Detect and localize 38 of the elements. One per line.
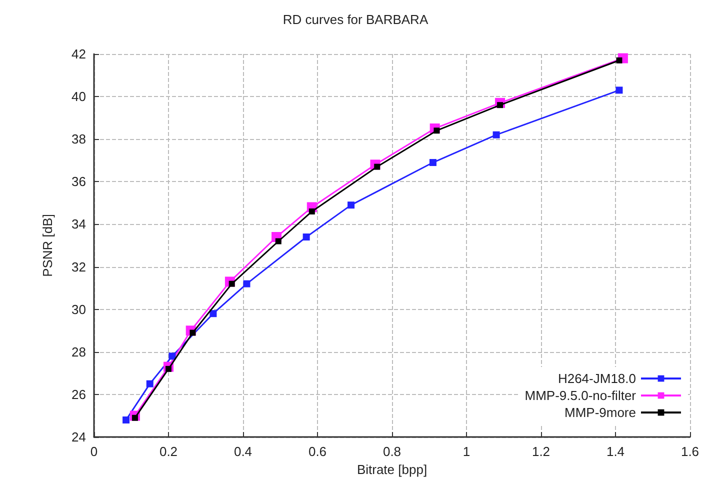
point [275, 238, 282, 244]
y-tick-label: 42 [72, 46, 86, 62]
x-tick-label: 1.2 [532, 444, 550, 459]
point [146, 380, 154, 388]
x-tick-label: 1.6 [680, 444, 700, 459]
y-tick-label: 36 [72, 174, 86, 190]
y-tick-label: 34 [72, 216, 86, 232]
legend-label: H264-JM18.0 [558, 371, 636, 386]
point [168, 352, 176, 360]
y-tick-label: 26 [72, 386, 86, 402]
x-tick-label: 0.2 [159, 444, 178, 459]
point [492, 131, 500, 138]
chart-title: RD curves for BARBARA [282, 12, 428, 27]
y-tick-label: 38 [72, 132, 86, 147]
point [348, 202, 355, 209]
point [302, 233, 310, 240]
x-tick-label: 0.6 [308, 444, 327, 459]
point [122, 416, 130, 424]
x-tick-label: 0 [90, 444, 98, 459]
y-axis-title: PSNR [dB] [40, 214, 55, 277]
point [616, 57, 622, 64]
x-tick-label: 1.4 [606, 444, 625, 459]
point [308, 208, 315, 214]
legend-label: MMP-9more [564, 405, 636, 420]
x-tick-label: 0.8 [382, 444, 402, 459]
point [243, 280, 250, 288]
point [429, 159, 436, 166]
x-tick-label: 0.4 [234, 444, 252, 459]
legend-label: MMP-9.5.0-no-filter [524, 388, 637, 403]
point [616, 86, 623, 94]
x-tick-label: 1 [462, 444, 470, 459]
y-tick-label: 32 [72, 259, 86, 274]
point [210, 310, 217, 318]
y-tick-label: 28 [72, 344, 86, 360]
x-axis-title: Bitrate [bpp] [356, 462, 428, 477]
y-tick-label: 30 [72, 302, 86, 317]
y-tick-label: 40 [72, 89, 86, 104]
y-tick-label: 24 [72, 430, 86, 444]
